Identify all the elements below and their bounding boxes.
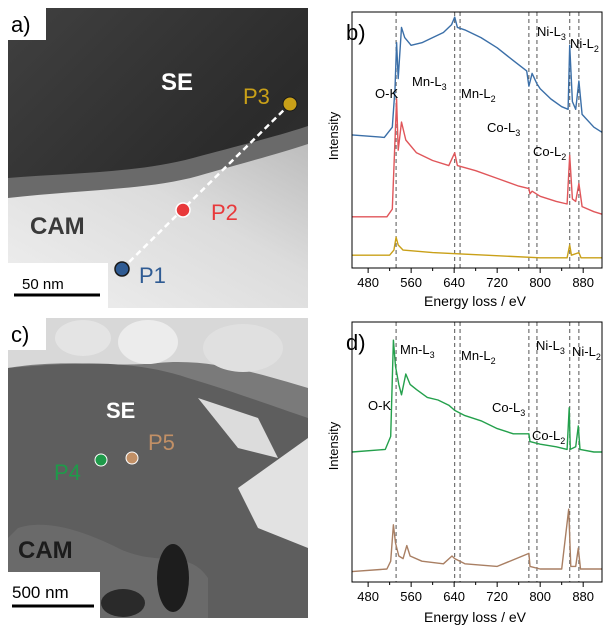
edge-label-mnl3: Mn-L3 bbox=[412, 74, 447, 92]
plot-frame bbox=[351, 11, 603, 269]
point-p4-label: P4 bbox=[54, 460, 81, 485]
point-p1-label: P1 bbox=[139, 263, 166, 288]
x-tick-label: 800 bbox=[529, 275, 551, 290]
x-tick-label: 480 bbox=[357, 275, 379, 290]
point-p3-marker bbox=[282, 96, 298, 112]
x-tick-label: 640 bbox=[443, 275, 465, 290]
panel-c-scalebar: 500 nm bbox=[12, 583, 69, 602]
edge-label-ok: O-K bbox=[375, 86, 398, 101]
panel-c-region-se: SE bbox=[106, 398, 135, 423]
panel-d-xlabel: Energy loss / eV bbox=[424, 609, 527, 625]
edge-label-ok: O-K bbox=[368, 398, 391, 413]
edge-label-col2: Co-L2 bbox=[533, 144, 566, 162]
edge-label-col2: Co-L2 bbox=[532, 428, 565, 446]
point-p2-label: P2 bbox=[211, 200, 238, 225]
panel-c-label: c) bbox=[11, 322, 29, 347]
x-tick-label: 720 bbox=[486, 275, 508, 290]
panel-a-image: 50 nm a) SE CAM P1 P2 P3 bbox=[8, 8, 308, 308]
point-p4-marker bbox=[94, 453, 108, 467]
panel-d-chart: d) Intensity Energy loss / eV 480 560 640 7… bbox=[326, 321, 603, 625]
edge-label-nil2: Ni-L2 bbox=[572, 344, 601, 362]
panel-b-ylabel: Intensity bbox=[326, 111, 341, 160]
spectrum-p5 bbox=[351, 508, 602, 573]
panel-d-ylabel: Intensity bbox=[326, 421, 341, 470]
spectrum-p1 bbox=[351, 16, 603, 139]
point-p1-marker bbox=[114, 261, 130, 277]
edge-label-mnl2: Mn-L2 bbox=[461, 86, 496, 104]
point-p2-marker bbox=[175, 202, 191, 218]
edge-label-col3: Co-L3 bbox=[492, 400, 525, 418]
spectrum-p4 bbox=[351, 339, 602, 453]
panel-a-region-cam: CAM bbox=[30, 213, 85, 240]
point-p3-label: P3 bbox=[243, 84, 270, 109]
panel-c-region-cam: CAM bbox=[18, 537, 73, 564]
panel-b-label: b) bbox=[346, 20, 366, 45]
panel-c-image: c) SE CAM P4 P5 500 nm bbox=[8, 318, 308, 618]
panel-a-label: a) bbox=[11, 12, 31, 37]
edge-label-nil3: Ni-L3 bbox=[536, 338, 565, 356]
edge-label-col3: Co-L3 bbox=[487, 120, 520, 138]
x-tick-label: 720 bbox=[486, 589, 508, 604]
edge-label-mnl2: Mn-L2 bbox=[461, 348, 496, 366]
x-tick-label: 880 bbox=[572, 275, 594, 290]
edge-label-nil2: Ni-L2 bbox=[570, 36, 599, 54]
x-tick-label: 560 bbox=[400, 275, 422, 290]
point-p5-label: P5 bbox=[148, 430, 175, 455]
x-tick-label: 480 bbox=[357, 589, 379, 604]
x-tick-label: 640 bbox=[443, 589, 465, 604]
point-p5-marker bbox=[125, 451, 139, 465]
panel-b-chart: b) Intensity Energy loss / eV 480 560 640 7… bbox=[326, 11, 603, 309]
x-tick-label: 800 bbox=[529, 589, 551, 604]
plot-frame bbox=[351, 321, 603, 583]
x-tick-label: 560 bbox=[400, 589, 422, 604]
spectrum-p2 bbox=[352, 98, 603, 218]
edge-label-nil3: Ni-L3 bbox=[537, 24, 566, 42]
panel-a-region-se: SE bbox=[161, 69, 193, 96]
panel-a-scalebar: 50 nm bbox=[22, 276, 64, 293]
panel-d-label: d) bbox=[346, 330, 366, 355]
x-tick-label: 880 bbox=[572, 589, 594, 604]
panel-b-xlabel: Energy loss / eV bbox=[424, 293, 527, 309]
spectrum-p3 bbox=[352, 236, 602, 259]
edge-label-mnl3: Mn-L3 bbox=[400, 342, 435, 360]
